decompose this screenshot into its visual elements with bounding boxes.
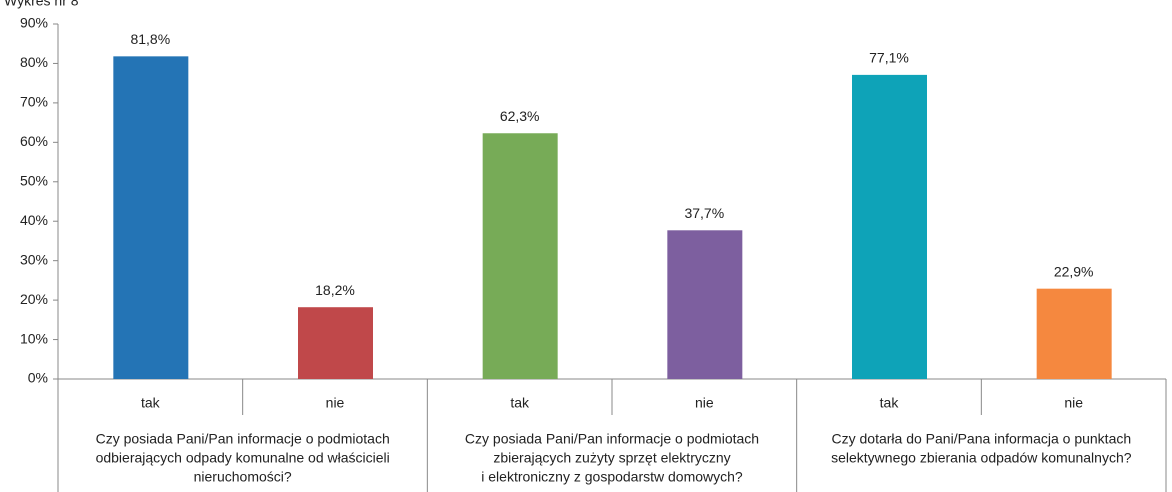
group-label: odbierających odpady komunalne od właści…: [96, 450, 390, 466]
bar: [482, 133, 558, 379]
y-tick-label: 40%: [20, 212, 48, 228]
y-tick-label: 20%: [20, 291, 48, 307]
bar: [113, 56, 189, 379]
y-tick-label: 50%: [20, 172, 48, 188]
x-tick-label: tak: [141, 395, 161, 411]
y-tick-label: 30%: [20, 251, 48, 267]
group-label: Czy dotarła do Pani/Pana informacja o pu…: [832, 431, 1132, 447]
value-label: 18,2%: [315, 282, 355, 298]
group-label: i elektroniczny z gospodarstw domowych?: [481, 469, 743, 485]
group-label: selektywnego zbierania odpadów komunalny…: [831, 450, 1132, 466]
y-tick-label: 10%: [20, 330, 48, 346]
y-tick-label: 90%: [20, 15, 48, 31]
bar: [298, 307, 373, 379]
group-label: zbierających zużyty sprzęt elektryczny: [493, 450, 730, 466]
x-tick-label: nie: [695, 395, 714, 411]
y-tick-label: 0%: [28, 370, 48, 386]
x-tick-label: tak: [880, 395, 900, 411]
bar: [667, 230, 743, 379]
chart-title: Wykres nr 8: [4, 0, 79, 9]
value-label: 81,8%: [130, 31, 170, 47]
value-label: 22,9%: [1054, 263, 1094, 279]
x-tick-label: nie: [326, 395, 345, 411]
bar: [852, 74, 927, 379]
y-tick-label: 60%: [20, 133, 48, 149]
value-label: 77,1%: [869, 50, 909, 66]
bar: [1036, 288, 1112, 379]
group-label: Czy posiada Pani/Pan informacje o podmio…: [465, 431, 759, 447]
y-tick-label: 80%: [20, 54, 48, 70]
value-label: 62,3%: [500, 108, 540, 124]
x-tick-label: nie: [1064, 395, 1083, 411]
group-label: Czy posiada Pani/Pan informacje o podmio…: [96, 431, 390, 447]
group-label: nieruchomości?: [194, 469, 292, 485]
value-label: 37,7%: [684, 205, 724, 221]
x-tick-label: tak: [510, 395, 530, 411]
y-tick-label: 70%: [20, 94, 48, 110]
